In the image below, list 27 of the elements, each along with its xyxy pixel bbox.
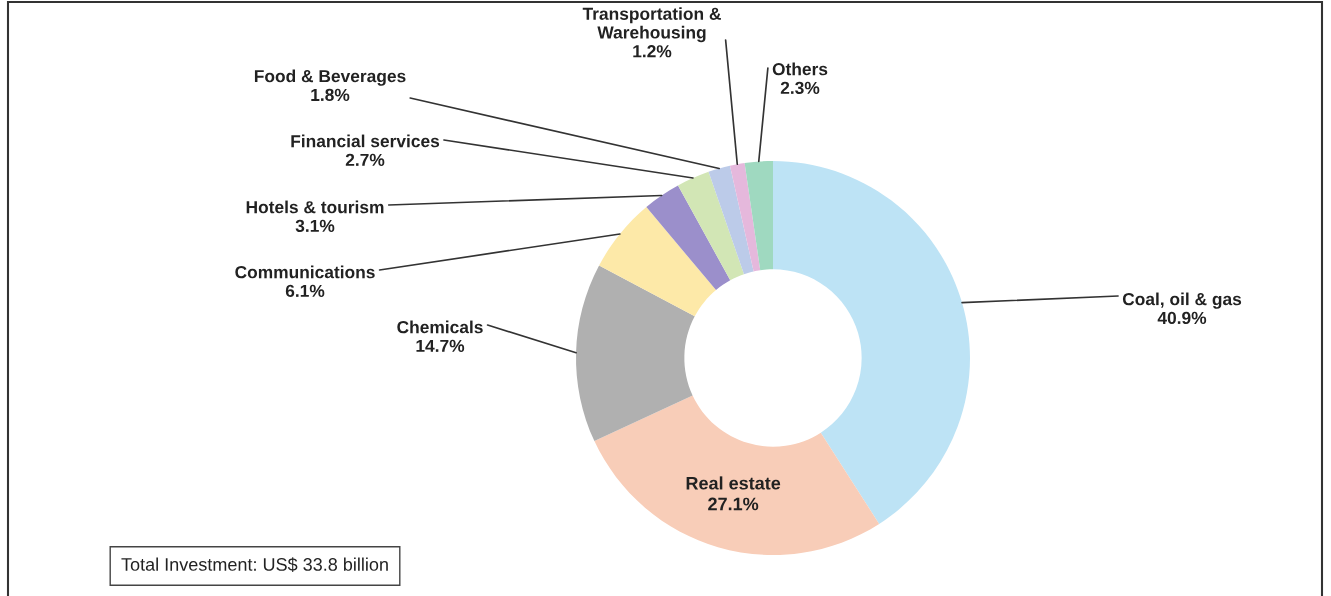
data-label: 6.1% xyxy=(285,284,325,298)
slice-label: Others xyxy=(772,62,828,76)
donut-slice xyxy=(678,171,744,281)
data-label: 40.9% xyxy=(1157,311,1207,325)
donut-slice xyxy=(729,163,761,272)
data-label: 2.3% xyxy=(780,81,820,95)
donut-slice xyxy=(744,161,773,271)
donut-slice xyxy=(594,395,880,555)
slice-label: Financial services xyxy=(291,134,440,148)
donut-slice xyxy=(576,265,695,442)
data-label: 14.7% xyxy=(416,339,465,352)
slice-label: Communications xyxy=(235,265,375,279)
donut-slice xyxy=(599,207,717,317)
slice-label: Hotels & tourism xyxy=(246,200,384,214)
slice-label: Coal, oil & gas xyxy=(1122,292,1242,309)
donut-slice xyxy=(646,185,731,291)
data-label: 1.2% xyxy=(633,45,672,58)
slice-label: Transportation & Warehousing xyxy=(582,7,721,43)
slice-label: Chemicals xyxy=(397,320,483,334)
donut-slice xyxy=(708,165,754,275)
data-label: 2.7% xyxy=(345,153,385,166)
data-label: 27.1% xyxy=(708,497,759,511)
slice-label: Food & Beverages xyxy=(254,69,406,86)
data-label: 3.1% xyxy=(295,219,335,233)
slice-label: Real estate xyxy=(686,476,781,490)
data-label: 1.8% xyxy=(311,88,350,102)
text: Total Investment: US$ 33.8 billion xyxy=(121,557,388,572)
